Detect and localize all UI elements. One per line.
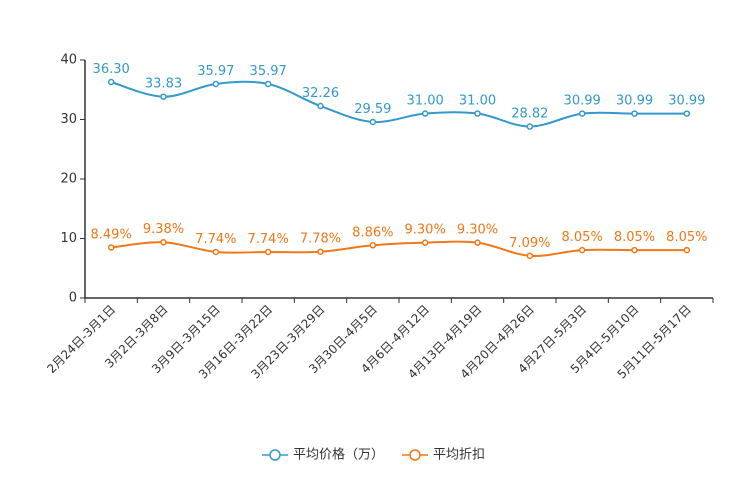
- data-point[interactable]: [369, 242, 377, 249]
- legend-item-1[interactable]: 平均价格（万）: [262, 447, 384, 463]
- legend[interactable]: 平均价格（万） 平均折扣: [262, 447, 485, 463]
- data-label: 8.86%: [352, 225, 393, 240]
- y-tick-label: 20: [60, 172, 77, 187]
- series-line: [110, 80, 687, 128]
- data-point[interactable]: [317, 102, 324, 110]
- series-1: 36.30 33.83 35.97 35.97 32.26 29.59 31.00 31.00…: [93, 62, 705, 130]
- series-line: [111, 240, 687, 257]
- data-label: 36.30: [93, 62, 130, 77]
- series-2: 8.49% 9.38% 7.74% 7.74% 7.78% 8.86% 9.30% 9.30%…: [91, 222, 707, 260]
- legend-marker-icon: [409, 449, 421, 461]
- data-point[interactable]: [526, 252, 534, 260]
- data-label: 35.97: [250, 64, 287, 79]
- data-label: 28.82: [511, 107, 548, 122]
- data-label: 8.05%: [666, 230, 707, 245]
- data-point[interactable]: [683, 110, 691, 117]
- y-tick-label: 10: [60, 231, 77, 246]
- data-label: 29.59: [354, 102, 391, 117]
- data-label: 31.00: [459, 94, 496, 109]
- y-tick-label: 30: [60, 112, 77, 127]
- legend-marker-icon: [269, 449, 281, 461]
- data-label: 9.38%: [143, 222, 184, 237]
- data-point[interactable]: [264, 248, 272, 256]
- data-point[interactable]: [421, 110, 429, 117]
- data-point[interactable]: [578, 246, 586, 254]
- legend-label: 平均折扣: [433, 448, 485, 463]
- data-label: 7.74%: [248, 232, 289, 247]
- data-label: 30.99: [564, 94, 601, 109]
- data-label: 7.74%: [195, 232, 236, 247]
- y-tick-label: 0: [69, 291, 77, 306]
- data-point[interactable]: [212, 80, 220, 88]
- data-point[interactable]: [317, 248, 324, 255]
- data-label: 32.26: [302, 86, 339, 101]
- data-point[interactable]: [264, 80, 272, 88]
- data-label: 30.99: [616, 94, 653, 109]
- data-label: 9.30%: [405, 223, 446, 238]
- data-point[interactable]: [526, 123, 534, 130]
- data-label: 9.30%: [457, 223, 498, 238]
- data-point[interactable]: [474, 239, 481, 246]
- data-label: 8.05%: [562, 230, 603, 245]
- data-label: 33.83: [145, 77, 182, 92]
- data-label: 30.99: [668, 94, 705, 109]
- data-point[interactable]: [160, 238, 167, 246]
- data-point[interactable]: [631, 246, 638, 254]
- data-label: 7.09%: [509, 236, 550, 251]
- data-point[interactable]: [212, 248, 220, 256]
- legend-item-2[interactable]: 平均折扣: [402, 448, 485, 463]
- data-point[interactable]: [160, 93, 167, 100]
- data-point[interactable]: [578, 110, 586, 117]
- data-label: 8.05%: [614, 230, 655, 245]
- data-point[interactable]: [474, 110, 481, 117]
- data-point[interactable]: [107, 78, 115, 86]
- data-point[interactable]: [683, 246, 691, 254]
- data-label: 35.97: [197, 64, 234, 79]
- data-point[interactable]: [369, 118, 377, 126]
- y-tick-label: 40: [60, 53, 77, 68]
- data-point[interactable]: [421, 239, 429, 246]
- data-point[interactable]: [631, 110, 638, 117]
- legend-label: 平均价格（万）: [293, 447, 384, 463]
- series-layer: 36.30 33.83 35.97 35.97 32.26 29.59 31.00 31.00…: [91, 62, 707, 260]
- data-point[interactable]: [107, 244, 115, 251]
- data-label: 7.78%: [300, 232, 341, 247]
- data-label: 31.00: [407, 94, 444, 109]
- data-label: 8.49%: [91, 227, 132, 242]
